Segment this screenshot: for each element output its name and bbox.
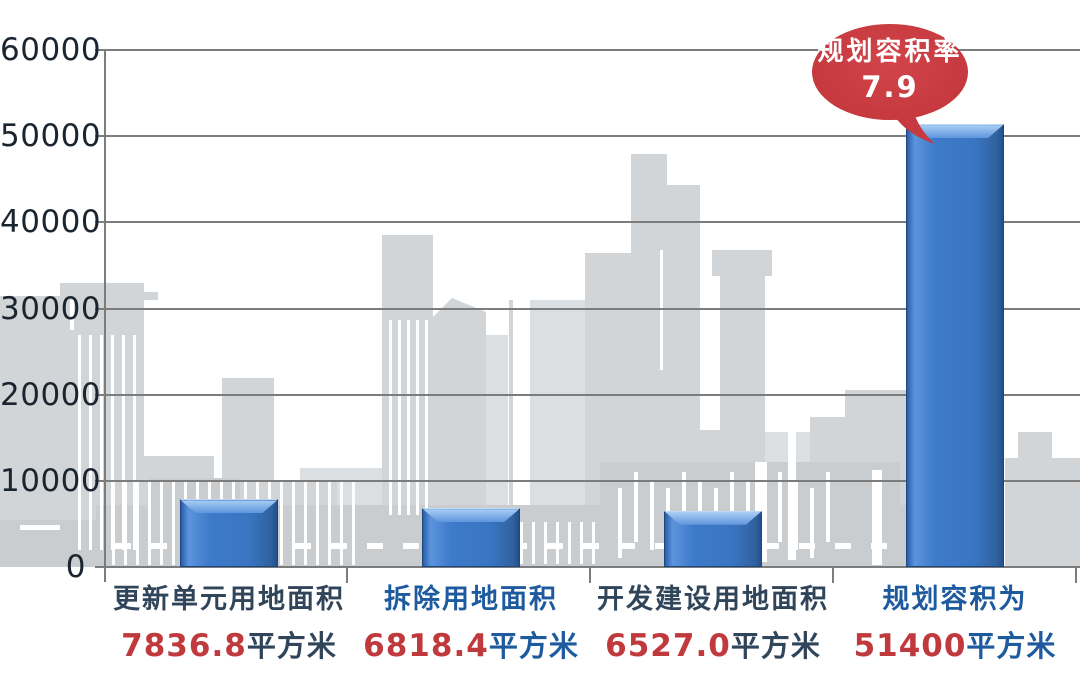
bar-更新单元用地面积 [180,499,278,567]
category-label: 开发建设用地面积 6527.0平方米 [573,584,853,665]
y-tick-label: 0 [65,549,86,585]
bar-拆除用地面积 [422,508,520,567]
category-label: 更新单元用地面积 7836.8平方米 [89,584,369,665]
category-unit: 平方米 [246,629,337,663]
gridline-40000 [95,221,1080,224]
y-tick-label: 20000 [0,376,102,413]
y-tick-label: 60000 [0,32,102,68]
x-axis-tick [832,567,834,583]
y-tick-label: 40000 [0,204,102,241]
callout-bubble: 规划容积率 7.9 [812,24,968,120]
gridline-60000 [95,49,1080,51]
category-value: 7836.8 [121,628,247,664]
y-tick-label: 50000 [0,118,102,155]
category-value: 6818.4 [363,628,489,664]
gridline-50000 [95,135,1080,138]
gridline-10000 [95,479,1080,482]
category-name: 更新单元用地面积 [113,584,345,615]
y-axis-line [104,50,106,582]
category-unit: 平方米 [488,629,579,663]
category-name: 规划容积为 [882,584,1028,615]
category-label: 拆除用地面积 6818.4平方米 [331,584,611,665]
category-name: 拆除用地面积 [384,584,558,615]
callout-value: 7.9 [861,70,919,104]
x-axis-tick [589,567,591,583]
category-unit: 平方米 [730,629,821,663]
callout-title: 规划容积率 [817,37,963,67]
gridline-20000 [95,393,1080,396]
gridline-0 [95,566,1080,568]
category-name: 开发建设用地面积 [597,584,829,615]
y-tick-label: 10000 [0,462,102,499]
category-unit: 平方米 [966,629,1057,663]
x-axis-tick [346,567,348,583]
bar-规划容积为 [906,124,1004,567]
bar-开发建设用地面积 [664,510,762,567]
gridline-30000 [95,307,1080,310]
category-value: 51400 [853,628,967,664]
category-label: 规划容积为 51400平方米 [815,584,1080,665]
category-value: 6527.0 [605,628,731,664]
y-tick-label: 30000 [0,290,102,327]
x-axis-tick [1075,567,1077,583]
